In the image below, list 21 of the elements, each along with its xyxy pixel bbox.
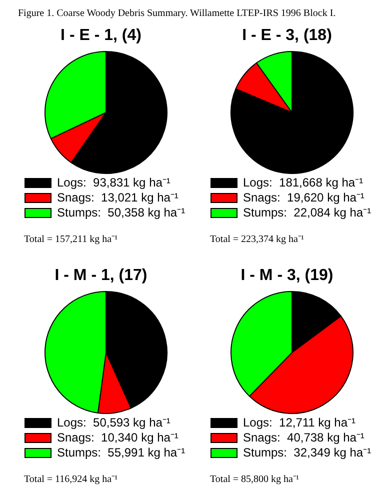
text: Total = 85,800 kg ha⁻¹ (209, 473, 300, 485)
legend-label: Snags: 13,021 kg ha⁻¹ (57, 190, 178, 204)
text: Total = 157,211 kg ha⁻¹ (23, 233, 119, 245)
text: Total = 223,374 kg ha⁻¹ (209, 233, 305, 245)
chart-title: I - M - 1, (17) (54, 267, 148, 286)
chart-title: I - E - 1, (4) (60, 27, 142, 46)
legend-label: Logs: 50,593 kg ha⁻¹ (57, 415, 170, 430)
legend-label: Snags: 40,738 kg ha⁻¹ (243, 430, 364, 444)
legend-label: Snags: 19,620 kg ha⁻¹ (243, 190, 364, 204)
legend-label: Logs: 181,668 kg ha⁻¹ (243, 175, 364, 190)
legend-label: Stumps: 32,349 kg ha⁻¹ (243, 445, 372, 460)
chart-title: I - E - 3, (18) (241, 27, 333, 46)
legend-label: Logs: 12,711 kg ha⁻¹ (243, 415, 356, 430)
text: Total = 116,924 kg ha⁻¹ (23, 473, 119, 485)
text: Figure 1. Coarse Woody Debris Summary. Willamette LTEP-IRS 1996 Block I. (17, 8, 337, 19)
legend-label: Stumps: 50,358 kg ha⁻¹ (57, 205, 186, 220)
chart-title: I - M - 3, (19) (240, 267, 334, 286)
legend-label: Logs: 93,831 kg ha⁻¹ (57, 175, 170, 190)
legend-label: Snags: 10,340 kg ha⁻¹ (57, 430, 178, 444)
legend-label: Stumps: 55,991 kg ha⁻¹ (57, 445, 186, 460)
legend-label: Stumps: 22,084 kg ha⁻¹ (243, 205, 372, 220)
